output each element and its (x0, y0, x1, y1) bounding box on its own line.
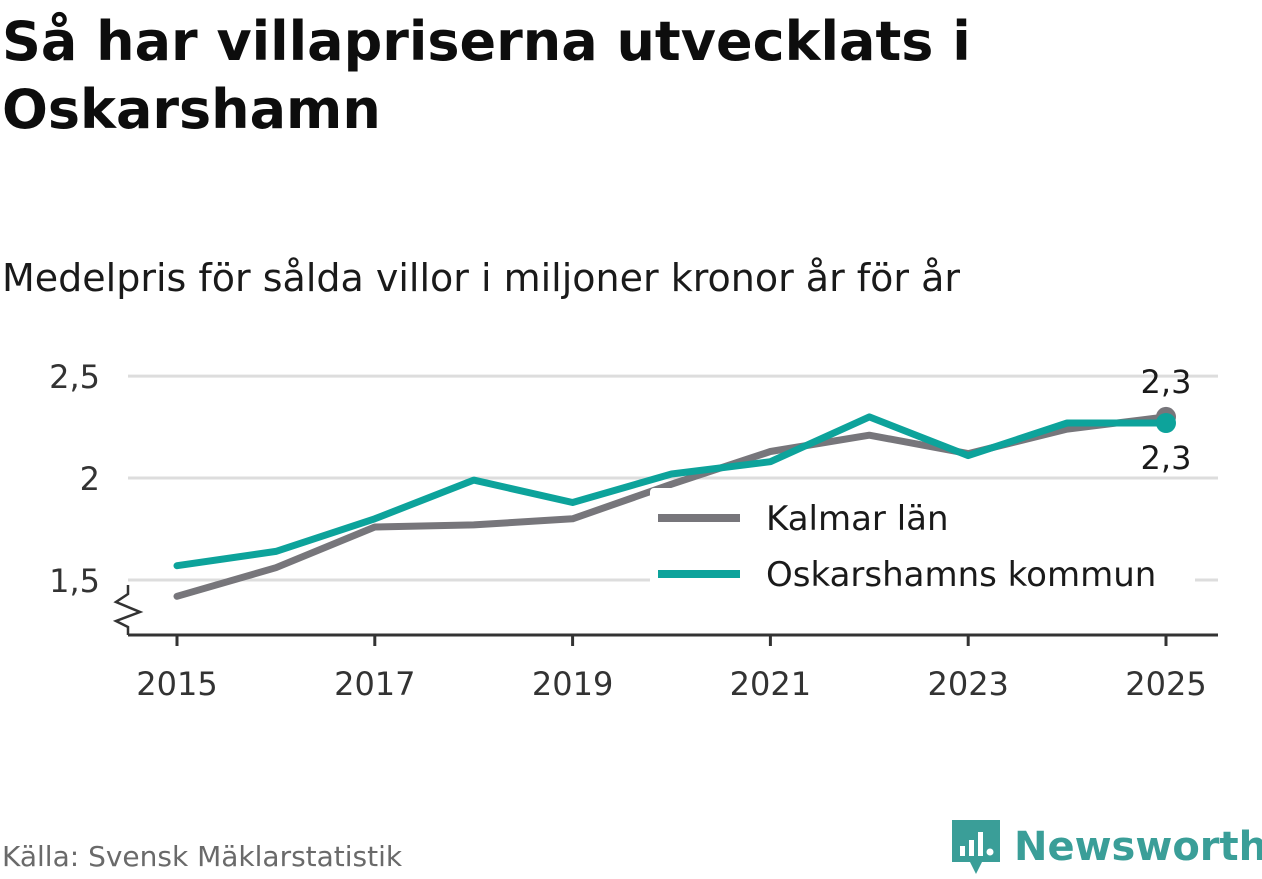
source-note: Källa: Svensk Mäklarstatistik (2, 840, 403, 873)
end-value-label: 2,3 (1141, 439, 1192, 477)
y-tick-label: 1,5 (49, 562, 100, 600)
legend-background (650, 488, 1195, 606)
x-tick-label: 2019 (532, 665, 613, 703)
brand-logo[interactable]: Newsworthy (950, 818, 1262, 876)
x-tick-label: 2021 (730, 665, 811, 703)
brand-name: Newsworthy (1014, 824, 1262, 870)
x-tick-label: 2015 (136, 665, 217, 703)
legend-label: Kalmar län (766, 499, 949, 539)
newsworthy-logo-icon (952, 820, 1000, 874)
x-tick-label: 2025 (1125, 665, 1206, 703)
y-tick-label: 2,5 (49, 358, 100, 396)
axis-break-icon (112, 585, 144, 635)
series-end-marker-oskarshamns-kommun (1156, 413, 1176, 433)
chart-title: Så har villapriserna utvecklats i Oskars… (2, 10, 971, 141)
x-tick-label: 2017 (334, 665, 415, 703)
end-value-label: 2,3 (1141, 363, 1192, 401)
series-line-oskarshamns-kommun (173, 413, 1170, 570)
x-tick-label: 2023 (927, 665, 1008, 703)
legend-label: Oskarshamns kommun (766, 555, 1156, 595)
chart-subtitle: Medelpris för sålda villor i miljoner kr… (2, 256, 961, 300)
y-tick-label: 2 (80, 460, 100, 498)
